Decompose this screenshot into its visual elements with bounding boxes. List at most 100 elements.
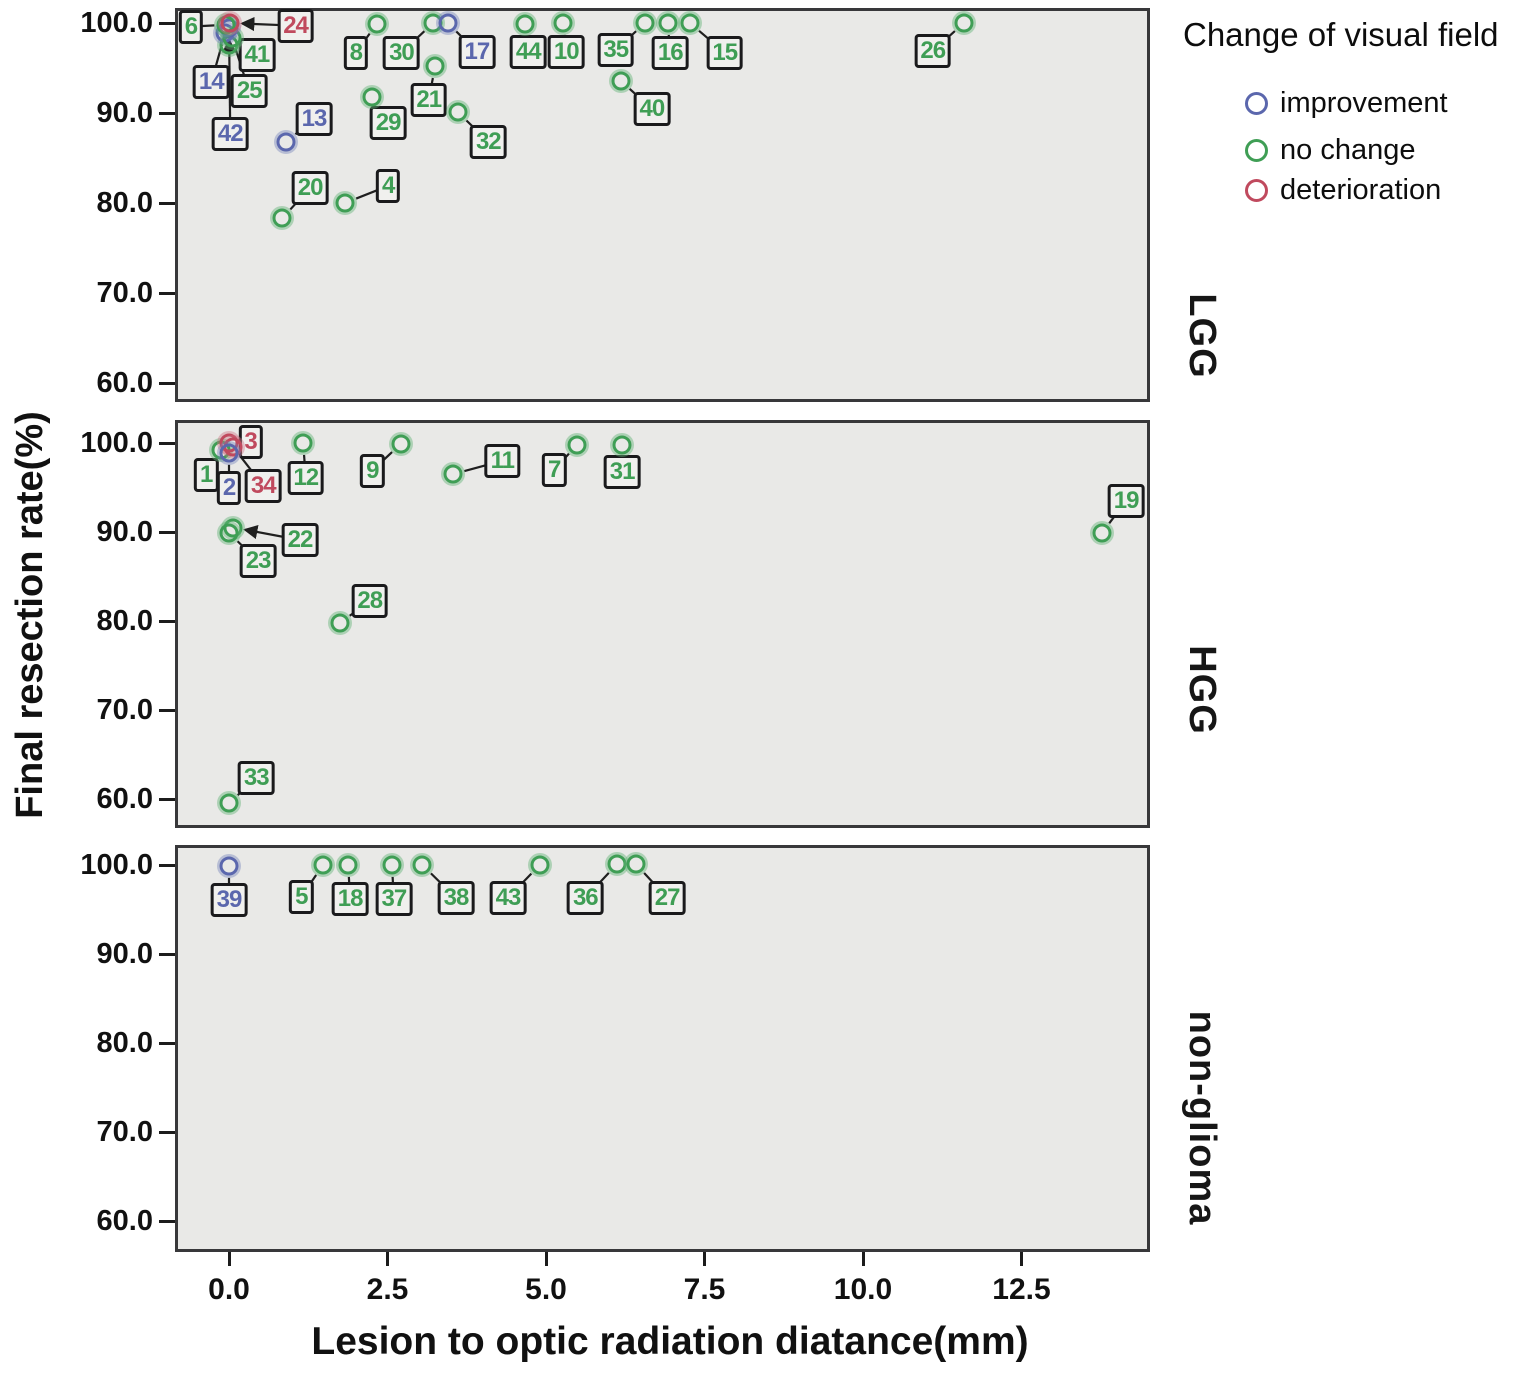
point-label-23: 23 bbox=[239, 544, 277, 579]
x-tick bbox=[386, 1252, 389, 1266]
scatter-point-21 bbox=[425, 56, 445, 76]
scatter-point-12 bbox=[293, 433, 313, 453]
point-label-41: 41 bbox=[238, 37, 276, 72]
point-label-38: 38 bbox=[437, 880, 475, 915]
point-label-10: 10 bbox=[547, 34, 585, 69]
legend-label-improvement: improvement bbox=[1280, 87, 1448, 119]
x-tick-label: 10.0 bbox=[833, 1273, 893, 1306]
scatter-point-43 bbox=[530, 855, 550, 875]
point-label-19: 19 bbox=[1107, 483, 1145, 518]
point-label-42: 42 bbox=[211, 116, 249, 151]
y-tick-label: 80.0 bbox=[96, 605, 153, 637]
point-label-43: 43 bbox=[489, 880, 527, 915]
y-tick-label: 70.0 bbox=[96, 277, 153, 309]
point-label-3: 3 bbox=[238, 425, 263, 460]
y-tick bbox=[159, 952, 175, 956]
point-label-6: 6 bbox=[178, 9, 204, 44]
y-tick-label: 70.0 bbox=[96, 694, 153, 726]
x-tick bbox=[544, 1252, 548, 1266]
point-label-24: 24 bbox=[277, 8, 314, 43]
y-tick-label: 80.0 bbox=[96, 187, 153, 219]
scatter-point-35 bbox=[635, 13, 655, 33]
point-label-40: 40 bbox=[633, 92, 671, 127]
scatter-point-5 bbox=[313, 855, 333, 875]
improvement-ring-icon bbox=[1245, 91, 1268, 115]
legend-item-no-change: no change bbox=[1245, 133, 1415, 167]
y-tick-label: 100.0 bbox=[80, 427, 153, 459]
y-tick-label: 60.0 bbox=[96, 1205, 153, 1237]
y-tick-label: 100.0 bbox=[80, 849, 153, 881]
scatter-point-36 bbox=[607, 854, 627, 874]
point-label-14: 14 bbox=[192, 65, 230, 100]
y-tick bbox=[159, 381, 175, 385]
x-tick bbox=[227, 1252, 231, 1266]
scatter-point-13 bbox=[276, 132, 296, 152]
legend-item-deterioration: deterioration bbox=[1245, 173, 1441, 207]
legend-title: Change of visual field bbox=[1183, 16, 1499, 53]
point-label-25: 25 bbox=[230, 74, 268, 109]
point-label-21: 21 bbox=[410, 83, 448, 118]
point-label-12: 12 bbox=[287, 460, 325, 495]
point-label-28: 28 bbox=[351, 584, 389, 619]
x-tick-label: 7.5 bbox=[683, 1273, 726, 1306]
point-label-11: 11 bbox=[484, 443, 520, 478]
scatter-point-37 bbox=[382, 855, 402, 875]
scatter-point-4 bbox=[335, 193, 355, 213]
point-label-33: 33 bbox=[237, 760, 275, 795]
y-tick-label: 90.0 bbox=[96, 938, 153, 970]
scatter-point-18 bbox=[338, 855, 358, 875]
point-label-20: 20 bbox=[291, 170, 329, 205]
y-tick bbox=[159, 1041, 175, 1045]
scatter-point-26 bbox=[954, 13, 974, 33]
legend-label-deterioration: deterioration bbox=[1280, 174, 1442, 206]
x-tick bbox=[1020, 1252, 1023, 1266]
point-label-5: 5 bbox=[289, 880, 314, 915]
scatter-point-27 bbox=[626, 854, 646, 874]
scatter-point-15 bbox=[680, 13, 700, 33]
legend-label-no-change: no change bbox=[1280, 134, 1416, 166]
y-tick-label: 60.0 bbox=[96, 367, 153, 399]
scatter-point-32 bbox=[448, 102, 468, 122]
scatter-point-31 bbox=[612, 435, 632, 455]
scatter-point-10 bbox=[553, 13, 573, 33]
point-label-26: 26 bbox=[914, 33, 952, 68]
y-tick bbox=[159, 619, 175, 623]
no-change-ring-icon bbox=[1245, 138, 1268, 162]
scatter-point-33 bbox=[219, 793, 239, 813]
scatter-point-40 bbox=[611, 71, 631, 91]
point-label-44: 44 bbox=[509, 34, 547, 69]
point-label-2: 2 bbox=[216, 470, 242, 505]
scatter-point-2 bbox=[219, 443, 239, 463]
y-tick bbox=[159, 1130, 175, 1134]
point-label-13: 13 bbox=[295, 102, 333, 137]
point-label-29: 29 bbox=[369, 105, 407, 140]
scatter-point-19 bbox=[1092, 523, 1112, 543]
y-tick bbox=[159, 1219, 175, 1223]
point-label-4: 4 bbox=[375, 168, 401, 203]
scatter-point-20 bbox=[272, 208, 292, 228]
y-tick-label: 90.0 bbox=[96, 97, 153, 129]
scatter-point-39 bbox=[219, 856, 239, 876]
point-label-34: 34 bbox=[244, 468, 282, 503]
x-tick-label: 0.0 bbox=[208, 1273, 250, 1306]
scatter-point-28 bbox=[330, 613, 350, 633]
y-tick-label: 70.0 bbox=[96, 1116, 153, 1148]
x-tick bbox=[703, 1252, 706, 1266]
point-label-15: 15 bbox=[706, 35, 744, 70]
scatter-point-23 bbox=[219, 523, 239, 543]
y-tick-label: 100.0 bbox=[80, 7, 153, 39]
point-label-32: 32 bbox=[469, 124, 507, 159]
point-label-39: 39 bbox=[210, 882, 248, 917]
scatter-point-16 bbox=[658, 13, 678, 33]
legend: Change of visual field improvement no ch… bbox=[1183, 16, 1499, 206]
scatter-point-29 bbox=[362, 87, 382, 107]
point-label-31: 31 bbox=[603, 455, 641, 490]
x-tick bbox=[861, 1252, 865, 1266]
point-label-16: 16 bbox=[651, 35, 689, 70]
y-tick bbox=[159, 863, 175, 867]
y-tick bbox=[159, 530, 175, 534]
legend-item-improvement: improvement bbox=[1245, 86, 1448, 120]
point-label-36: 36 bbox=[566, 880, 604, 915]
